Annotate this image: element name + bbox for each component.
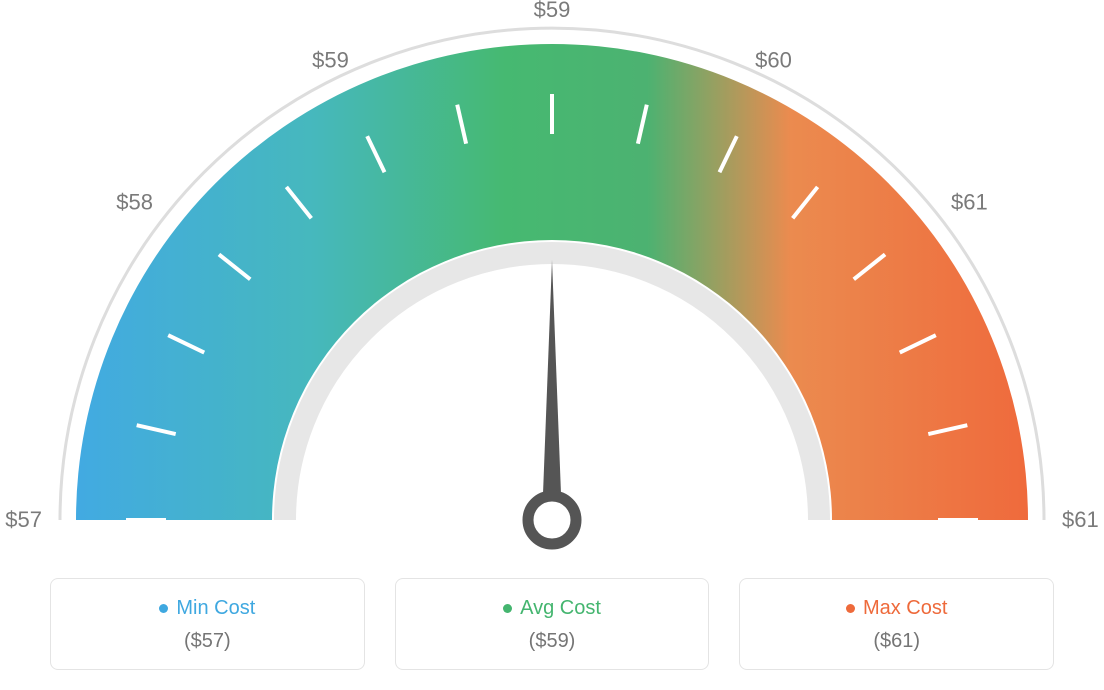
legend-label-min: Min Cost <box>176 597 255 620</box>
svg-text:$57: $57 <box>5 507 42 532</box>
legend-dot-avg <box>503 604 512 613</box>
svg-text:$59: $59 <box>312 48 349 73</box>
gauge-svg: $57 $58 $59 $59 $60 $61 $61 <box>0 0 1104 560</box>
legend-dot-max <box>846 604 855 613</box>
legend-value-avg: ($59) <box>406 630 699 653</box>
legend-value-max: ($61) <box>750 630 1043 653</box>
legend-dot-min <box>159 604 168 613</box>
svg-text:$58: $58 <box>116 189 153 214</box>
svg-text:$61: $61 <box>1062 507 1099 532</box>
svg-text:$59: $59 <box>534 0 571 22</box>
legend-row: Min Cost ($57) Avg Cost ($59) Max Cost (… <box>0 578 1104 670</box>
legend-card-min: Min Cost ($57) <box>50 578 365 670</box>
legend-title-max: Max Cost <box>846 597 947 620</box>
legend-label-avg: Avg Cost <box>520 597 601 620</box>
legend-card-max: Max Cost ($61) <box>739 578 1054 670</box>
legend-title-avg: Avg Cost <box>503 597 601 620</box>
gauge-chart: $57 $58 $59 $59 $60 $61 $61 <box>0 0 1104 560</box>
legend-label-max: Max Cost <box>863 597 947 620</box>
svg-text:$60: $60 <box>755 48 792 73</box>
legend-title-min: Min Cost <box>159 597 255 620</box>
legend-value-min: ($57) <box>61 630 354 653</box>
legend-card-avg: Avg Cost ($59) <box>395 578 710 670</box>
svg-text:$61: $61 <box>951 189 988 214</box>
